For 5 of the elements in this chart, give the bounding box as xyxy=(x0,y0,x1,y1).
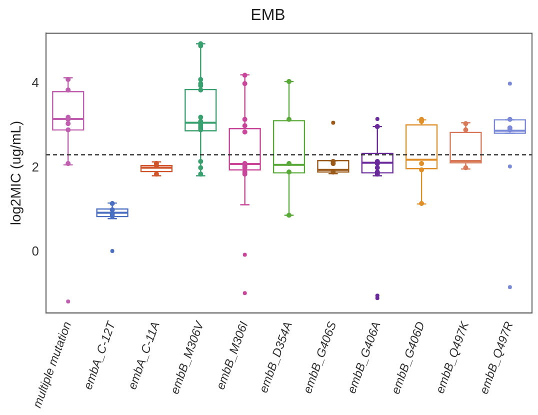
y-tick-label: 2 xyxy=(32,159,40,174)
y-tick-label: 0 xyxy=(32,243,40,258)
y-axis-title: log2MIC (ug/mL) xyxy=(7,120,24,226)
y-tick-label: 4 xyxy=(32,75,40,90)
chart-title: EMB xyxy=(250,7,286,24)
